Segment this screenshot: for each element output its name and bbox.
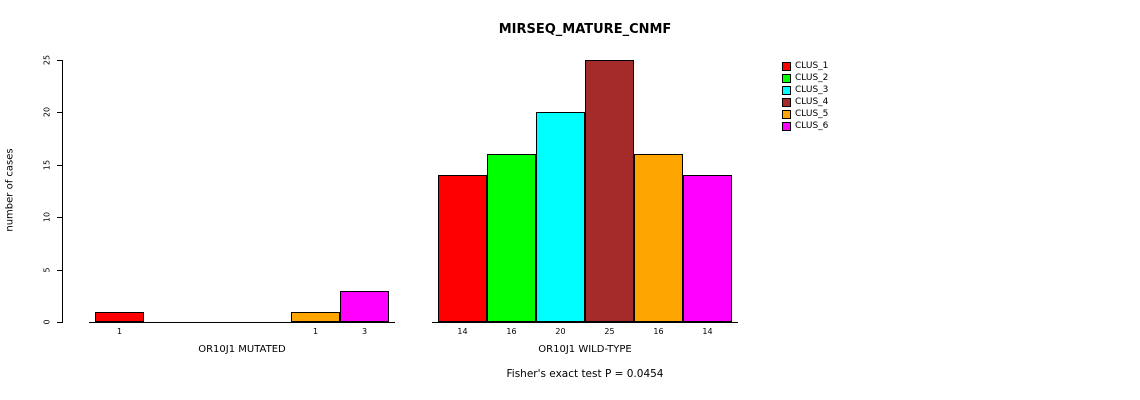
legend-label: CLUS_2 — [795, 73, 829, 83]
y-tick-label: 5 — [42, 267, 52, 273]
y-tick-label: 25 — [42, 54, 52, 66]
y-tick-mark — [57, 217, 62, 219]
y-tick-label: 15 — [42, 159, 52, 170]
bar-clus_1 — [95, 311, 144, 322]
bar-value-label: 20 — [555, 327, 566, 336]
bar-clus_6 — [683, 175, 732, 322]
y-tick-mark — [57, 112, 62, 114]
bar-clus_2 — [487, 154, 536, 322]
legend-swatch-clus_4 — [782, 97, 791, 107]
y-tick-mark — [57, 322, 62, 323]
x-axis-baseline — [432, 322, 738, 323]
bar-clus_3 — [536, 112, 585, 322]
bar-clus_5 — [634, 154, 683, 322]
legend-label: CLUS_5 — [795, 109, 829, 119]
legend-label: CLUS_4 — [795, 97, 829, 107]
bar-value-label: 14 — [702, 327, 713, 336]
y-tick-mark — [57, 60, 62, 61]
legend-swatch-clus_3 — [782, 85, 791, 95]
legend-item-clus_3: CLUS_3 — [782, 84, 828, 96]
y-axis-line — [62, 60, 63, 323]
legend-label: CLUS_1 — [795, 61, 829, 71]
y-tick-mark — [57, 269, 62, 271]
legend-item-clus_6: CLUS_6 — [782, 120, 828, 132]
x-axis-baseline — [89, 322, 395, 323]
legend-swatch-clus_1 — [782, 61, 791, 71]
y-tick-mark — [57, 164, 62, 166]
y-axis-label: number of cases — [4, 148, 16, 232]
bar-clus_6 — [340, 290, 389, 322]
bar-value-label: 1 — [312, 327, 319, 336]
legend-item-clus_4: CLUS_4 — [782, 96, 828, 108]
legend-label: CLUS_6 — [795, 121, 829, 131]
y-tick-label: 0 — [42, 319, 52, 325]
y-tick-label: 10 — [42, 212, 52, 223]
y-tick-label: 20 — [42, 107, 52, 118]
bar-value-label: 1 — [116, 327, 123, 336]
bar-value-label: 25 — [604, 327, 615, 336]
legend-swatch-clus_5 — [782, 109, 791, 119]
legend-item-clus_1: CLUS_1 — [782, 60, 828, 72]
legend-item-clus_5: CLUS_5 — [782, 108, 828, 120]
bar-clus_5 — [291, 311, 340, 322]
group-label: OR10J1 WILD-TYPE — [538, 344, 632, 355]
legend-swatch-clus_2 — [782, 73, 791, 83]
legend-swatch-clus_6 — [782, 121, 791, 131]
legend-label: CLUS_3 — [795, 85, 829, 95]
bar-clus_4 — [585, 60, 634, 322]
bar-value-label: 14 — [457, 327, 468, 336]
legend: CLUS_1 CLUS_2 CLUS_3 CLUS_4 CLUS_5 CLUS_6 — [782, 60, 828, 132]
fisher-test-annotation: Fisher's exact test P = 0.0454 — [506, 368, 664, 380]
bar-value-label: 16 — [506, 327, 517, 336]
group-label: OR10J1 MUTATED — [198, 344, 286, 355]
bar-value-label: 3 — [361, 327, 368, 336]
legend-item-clus_2: CLUS_2 — [782, 72, 828, 84]
chart-title: MIRSEQ_MATURE_CNMF — [498, 22, 672, 37]
bar-clus_1 — [438, 175, 487, 322]
bar-value-label: 16 — [653, 327, 664, 336]
